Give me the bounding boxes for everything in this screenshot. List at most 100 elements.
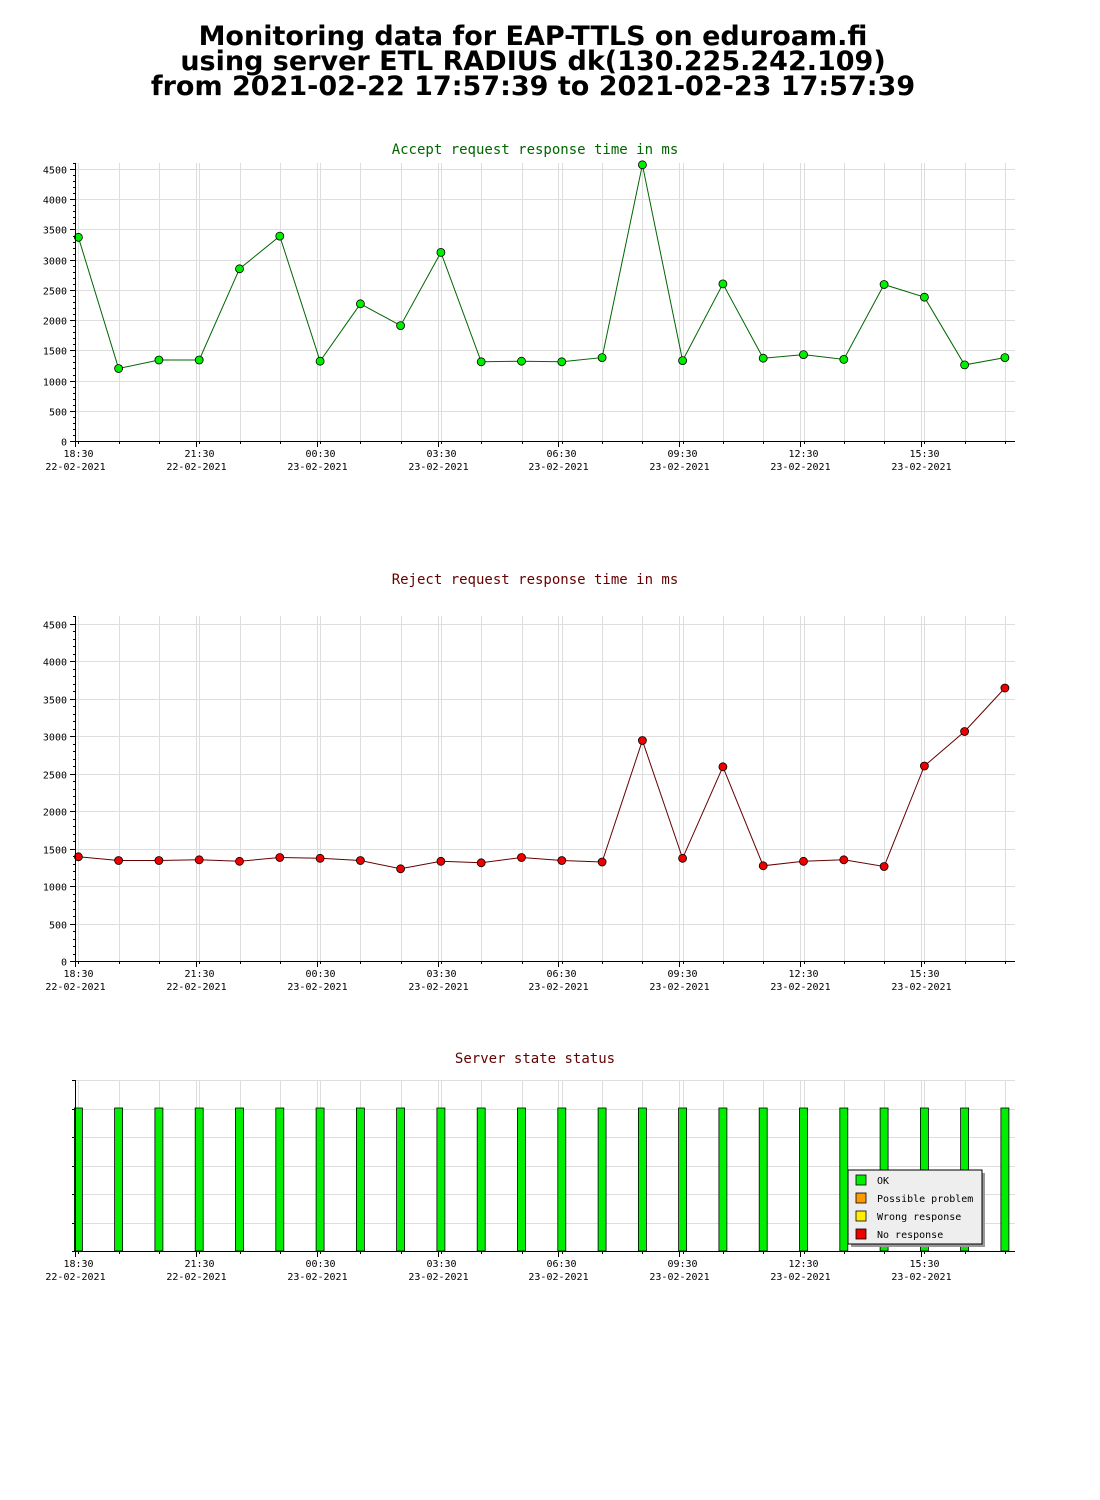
status-bar (1000, 1107, 1010, 1252)
reject-y-tick-label: 1000 (43, 883, 67, 894)
reject-x-tick-time: 18:30 (63, 969, 93, 980)
status-bar (799, 1107, 808, 1252)
reject-data-point (396, 864, 406, 874)
reject-y-tick-label: 0 (61, 958, 67, 969)
status-x-tick-date: 23-02-2021 (649, 1272, 709, 1283)
reject-data-point (678, 853, 687, 863)
status-bar (638, 1107, 647, 1252)
status-bar (597, 1107, 607, 1252)
reject-x-tick-time: 00:30 (305, 969, 335, 980)
reject-data-point (1000, 683, 1010, 693)
reject-x-tick-time: 12:30 (788, 969, 818, 980)
accept-x-tick-time: 12:30 (788, 449, 818, 460)
status-x-tick-time: 18:30 (63, 1259, 93, 1270)
reject-y-tick-label: 2000 (43, 808, 67, 819)
accept-x-tick-time: 06:30 (546, 449, 576, 460)
legend-box (847, 1169, 983, 1245)
page-title-line-1: Monitoring data for EAP-TTLS on eduroam.… (198, 21, 868, 52)
accept-x-tick-date: 23-02-2021 (770, 462, 830, 473)
status-bar (517, 1107, 526, 1252)
status-bar (275, 1107, 285, 1252)
reject-data-point (638, 736, 647, 745)
reject-chart-title: Reject request response time in ms (392, 572, 679, 588)
accept-data-point (154, 355, 164, 365)
accept-data-point (960, 360, 969, 370)
reject-data-point (758, 861, 768, 871)
accept-x-tick-time: 15:30 (909, 449, 939, 460)
accept-y-tick-label: 2000 (43, 317, 67, 328)
status-x-tick-date: 22-02-2021 (45, 1272, 105, 1283)
reject-data-point (114, 856, 123, 865)
accept-x-tick-time: 03:30 (426, 449, 456, 460)
server-state-chart: Server state status OK Possible problem Wro… (45, 1051, 1015, 1283)
reject-data-point (557, 856, 567, 865)
page-title: Monitoring data for EAP-TTLS on eduroam.… (0, 21, 1066, 102)
accept-x-tick-time: 00:30 (305, 449, 335, 460)
status-bar (396, 1107, 406, 1252)
status-bar (476, 1107, 486, 1252)
accept-data-point (235, 264, 244, 274)
legend-swatch (855, 1210, 867, 1222)
accept-x-tick-time: 18:30 (63, 449, 93, 460)
reject-data-point (74, 852, 83, 862)
accept-data-point (879, 280, 889, 289)
status-bar (315, 1107, 325, 1252)
status-x-tick-time: 21:30 (184, 1259, 214, 1270)
accept-data-point (597, 353, 607, 363)
accept-x-tick-date: 23-02-2021 (891, 462, 951, 473)
reject-y-tick-label: 4000 (43, 658, 67, 669)
reject-y-tick-label: 3000 (43, 733, 67, 744)
accept-x-tick-date: 22-02-2021 (45, 462, 105, 473)
status-bar (355, 1107, 365, 1252)
accept-data-point (638, 160, 647, 170)
reject-series-line (78, 687, 1006, 870)
reject-y-tick-label: 4500 (43, 621, 67, 632)
legend-label: Wrong response (877, 1212, 961, 1223)
accept-y-tick-label: 500 (49, 408, 67, 419)
accept-response-chart: Accept request response time in ms 0 500 10… (43, 142, 1015, 473)
accept-y-tick-label: 3000 (43, 257, 67, 268)
accept-x-tick-date: 22-02-2021 (166, 462, 226, 473)
status-x-tick-date: 23-02-2021 (528, 1272, 588, 1283)
accept-data-point (678, 356, 687, 366)
accept-data-point (557, 357, 567, 367)
page-title-line-3: from 2021-02-22 17:57:39 to 2021-02-23 1… (150, 71, 916, 102)
status-x-tick-time: 09:30 (667, 1259, 697, 1270)
reject-y-tick-label: 3500 (43, 696, 67, 707)
accept-data-point (194, 355, 204, 365)
reject-x-tick-date: 23-02-2021 (770, 982, 830, 993)
reject-data-point (315, 853, 325, 863)
reject-x-tick-time: 09:30 (667, 969, 697, 980)
accept-x-tick-date: 23-02-2021 (649, 462, 709, 473)
accept-y-tick-label: 1000 (43, 378, 67, 389)
status-chart-title: Server state status (455, 1051, 615, 1067)
accept-data-point (355, 299, 365, 309)
status-x-tick-date: 23-02-2021 (891, 1272, 951, 1283)
reject-x-tick-date: 22-02-2021 (166, 982, 226, 993)
accept-x-tick-date: 23-02-2021 (287, 462, 347, 473)
reject-data-point (920, 761, 929, 771)
legend-label: OK (877, 1176, 889, 1187)
reject-data-point (879, 862, 889, 871)
accept-data-point (476, 357, 486, 367)
accept-y-tick-label: 0 (61, 438, 67, 449)
status-bar (114, 1107, 123, 1252)
status-x-tick-time: 06:30 (546, 1259, 576, 1270)
reject-data-point (235, 856, 244, 866)
reject-data-point (436, 856, 446, 866)
reject-data-point (799, 856, 808, 866)
reject-y-tick-label: 1500 (43, 846, 67, 857)
status-x-tick-date: 23-02-2021 (408, 1272, 468, 1283)
reject-data-point (154, 856, 164, 865)
accept-y-tick-label: 1500 (43, 347, 67, 358)
reject-data-point (597, 857, 607, 867)
reject-x-tick-date: 23-02-2021 (528, 982, 588, 993)
accept-y-tick-label: 2500 (43, 287, 67, 298)
reject-x-tick-date: 23-02-2021 (891, 982, 951, 993)
status-bar (678, 1107, 687, 1252)
legend-swatch (855, 1228, 867, 1240)
status-x-tick-time: 15:30 (909, 1259, 939, 1270)
accept-x-tick-time: 21:30 (184, 449, 214, 460)
status-bar (194, 1107, 204, 1252)
